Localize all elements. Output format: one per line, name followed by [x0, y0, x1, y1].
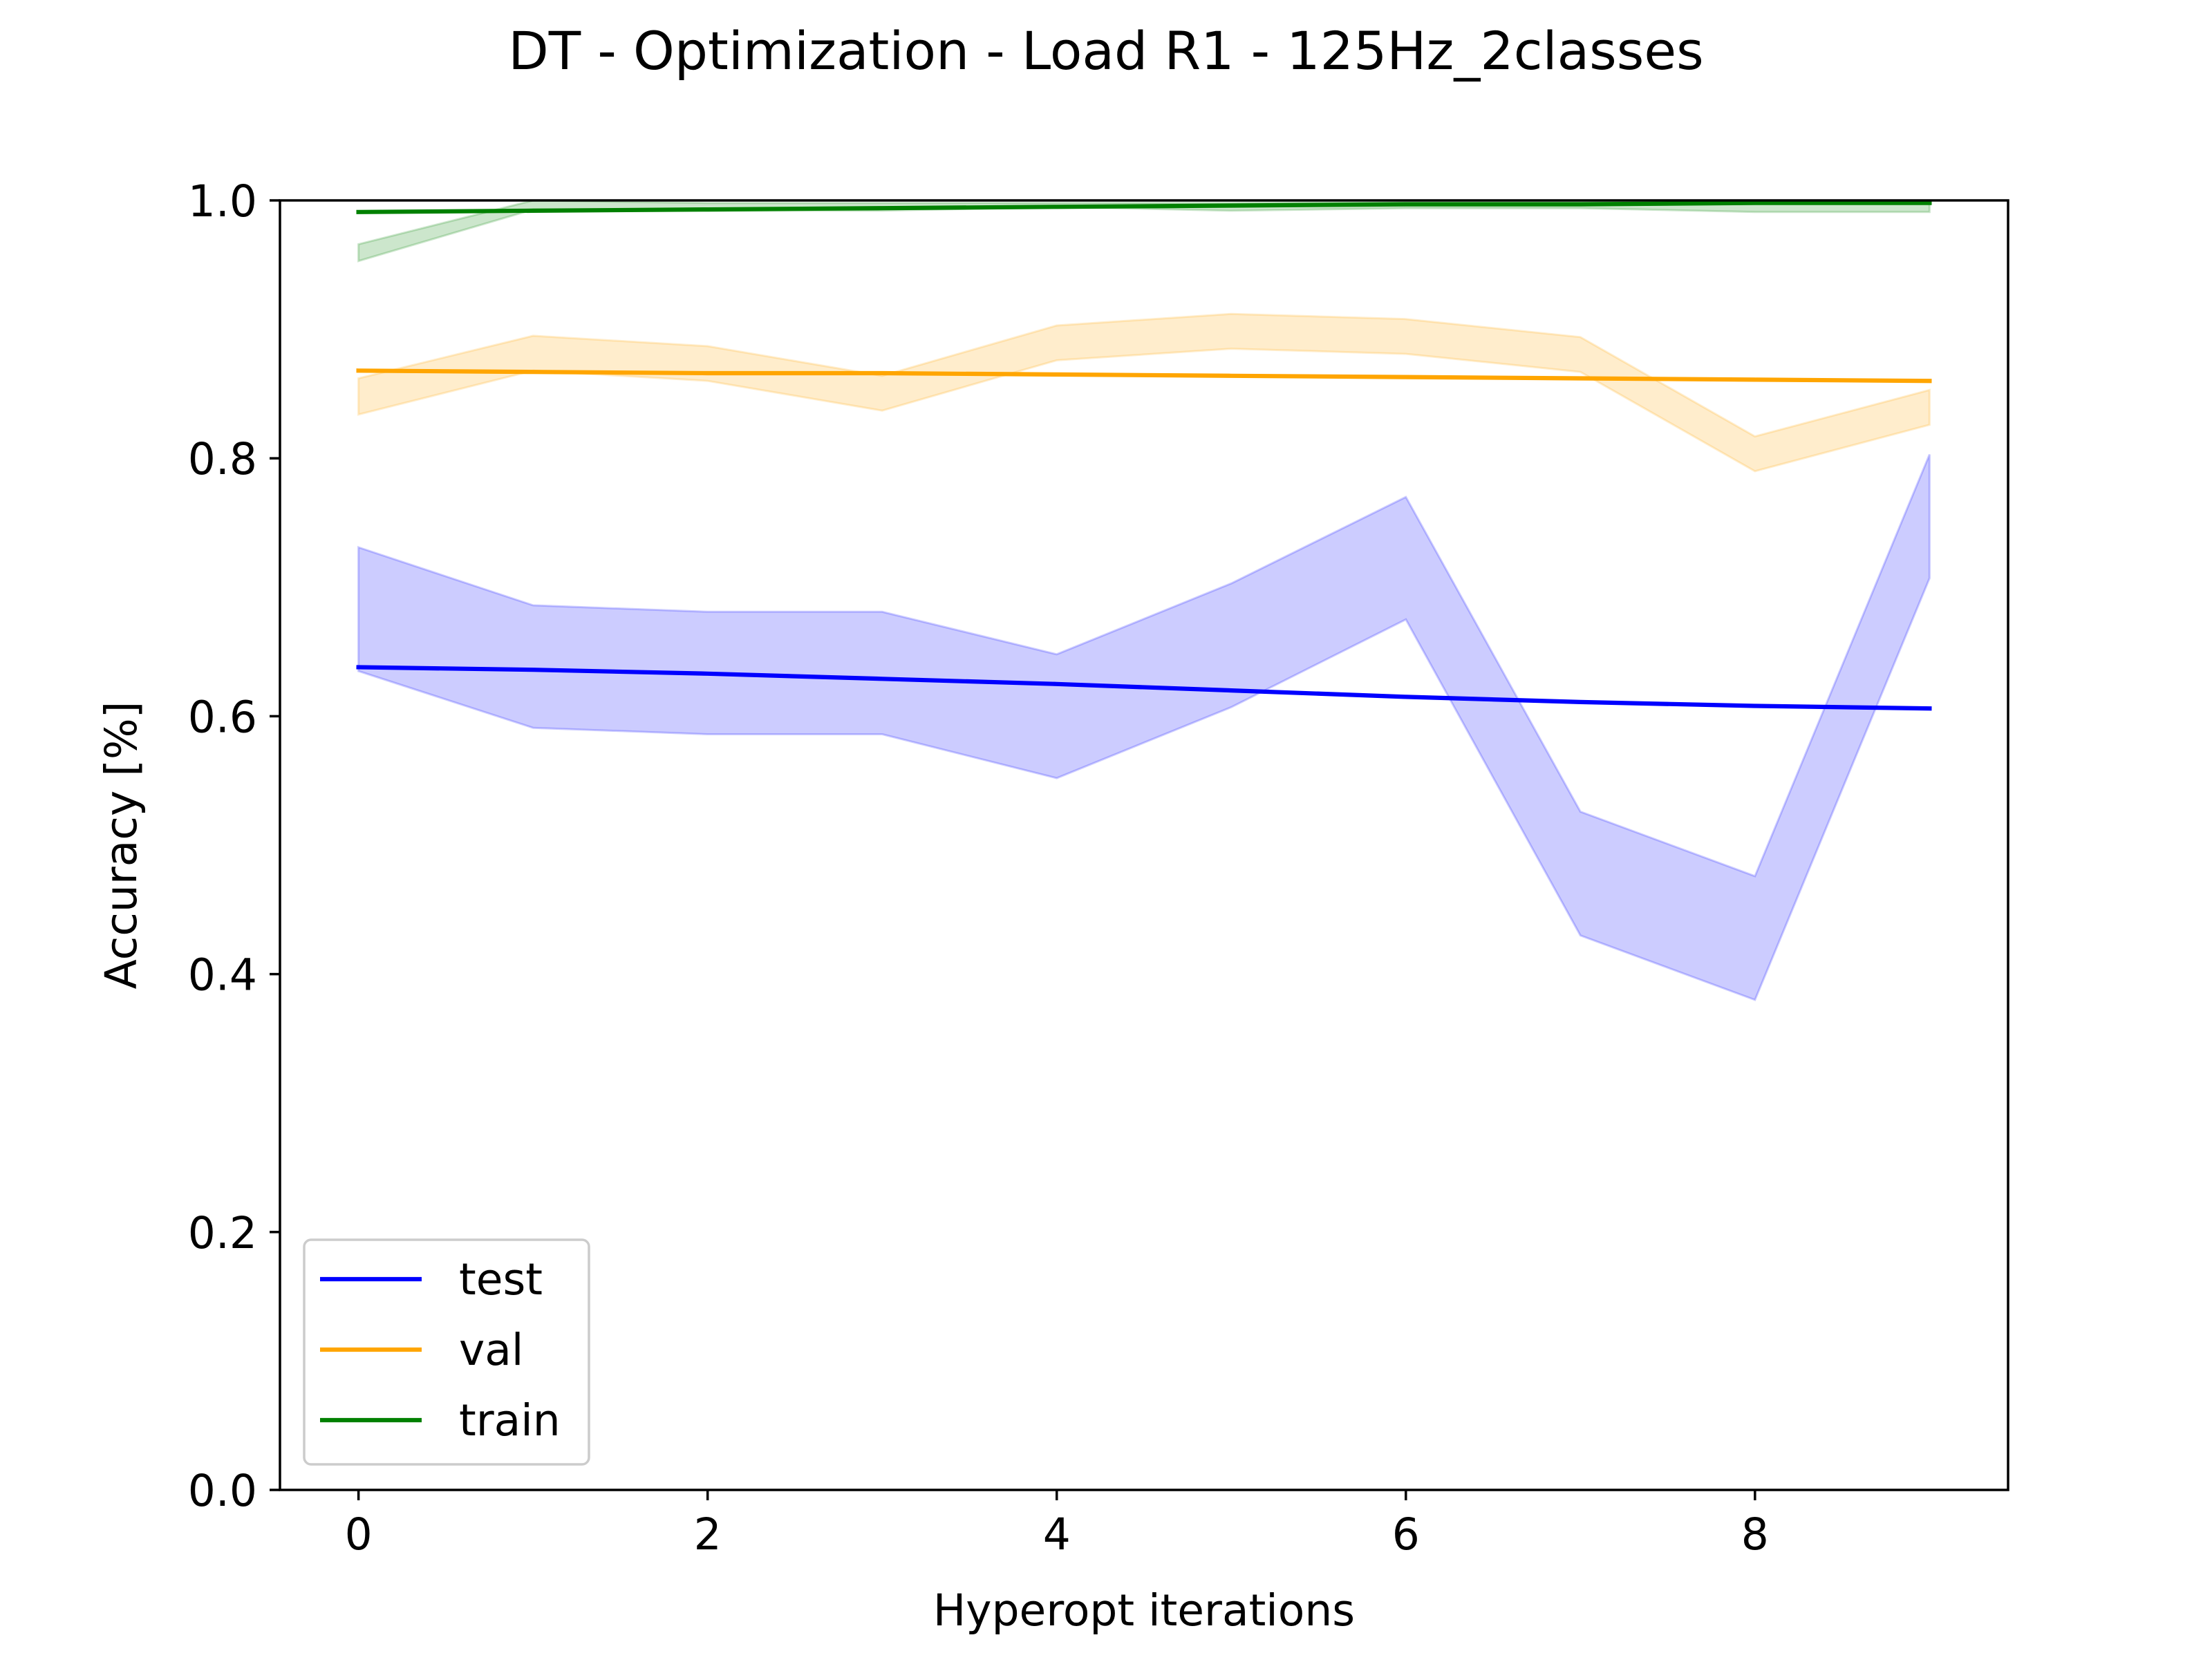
legend-box	[303, 1238, 590, 1466]
x-axis-label: Hyperopt iterations	[933, 1585, 1355, 1636]
y-tick-label: 0.4	[188, 950, 257, 1001]
x-tick-label: 8	[1741, 1509, 1769, 1560]
band-layer	[357, 199, 1931, 1001]
legend-label-train: train	[459, 1395, 561, 1446]
y-tick-label: 1.0	[188, 176, 257, 227]
y-tick-label: 0.6	[188, 692, 257, 742]
x-tick-label: 2	[694, 1509, 722, 1560]
plot-frame	[279, 199, 2009, 1491]
y-tick-label: 0.0	[188, 1466, 257, 1516]
legend: test val train	[303, 1238, 590, 1466]
band-val	[357, 312, 1931, 473]
y-tick-label: 0.8	[188, 434, 257, 484]
y-axis: 0.0 0.2 0.4 0.6 0.8 1.0	[188, 176, 280, 1516]
x-tick-label: 4	[1043, 1509, 1071, 1560]
legend-label-test: test	[459, 1254, 543, 1305]
x-axis: 0 2 4 6 8	[345, 1490, 1769, 1560]
y-tick-label: 0.2	[188, 1208, 257, 1258]
series-line-train	[356, 200, 1932, 214]
band-test	[357, 454, 1931, 1001]
series-line-test	[356, 665, 1932, 711]
y-axis-label: Accuracy [%]	[96, 701, 147, 990]
legend-label-val: val	[459, 1325, 523, 1375]
series-line-val	[356, 368, 1932, 384]
chart-title: DT - Optimization - Load R1 - 125Hz_2cla…	[508, 20, 1703, 82]
x-tick-label: 0	[345, 1509, 373, 1560]
line-layer	[356, 200, 1932, 711]
x-tick-label: 6	[1392, 1509, 1420, 1560]
